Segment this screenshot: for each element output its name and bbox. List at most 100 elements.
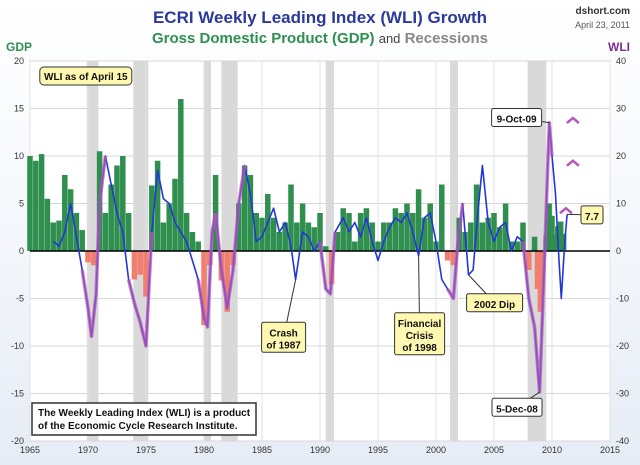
annotation-financial-crisis-1998-text: Crisis — [406, 331, 434, 342]
chart-title: ECRI Weekly Leading Index (WLI) Growth — [152, 8, 488, 27]
annotation-trough-2008-text: 5-Dec-08 — [496, 404, 538, 415]
gdp-bar-positive — [352, 241, 358, 251]
annotation-crash-1987-text: of 1987 — [266, 340, 301, 351]
gdp-bar-positive — [398, 213, 404, 251]
x-tick-label: 1975 — [136, 445, 156, 455]
gdp-bar-positive — [404, 203, 410, 251]
gdp-bar-positive — [514, 241, 520, 251]
x-tick-label: 2000 — [426, 445, 446, 455]
caret-marker — [566, 116, 580, 124]
gdp-bar-positive — [508, 241, 515, 251]
gdp-bar-positive — [468, 222, 474, 251]
x-tick-label: 1970 — [78, 445, 98, 455]
left-tick-label: -5 — [16, 294, 24, 304]
caret-marker — [559, 206, 573, 215]
gdp-bar-negative — [143, 251, 149, 297]
gdp-bar-positive — [154, 160, 161, 251]
gdp-bar-positive — [259, 217, 265, 251]
subtitle-recessions: Recessions — [404, 30, 488, 47]
x-tick-label: 2010 — [542, 445, 562, 455]
annotation-latest-value: 7.7 — [567, 205, 604, 225]
gdp-bar-positive — [473, 184, 480, 251]
gdp-bar-negative — [537, 251, 544, 312]
gdp-bar-positive — [79, 230, 85, 251]
annotation-peak-2009-text: 9-Oct-09 — [497, 115, 537, 126]
annotation-trough-2008-box — [491, 397, 543, 417]
annotation-peak-2009-box — [491, 108, 543, 127]
gdp-bar-positive — [241, 165, 248, 251]
left-tick-label: -15 — [11, 389, 24, 399]
gdp-bar-positive — [270, 217, 277, 251]
annotation-financial-crisis-1998-text: Financial — [398, 319, 442, 330]
gdp-bar-positive — [531, 236, 538, 251]
gdp-bar-positive — [549, 215, 555, 251]
left-tick-label: 10 — [14, 151, 24, 161]
wli-recession-segment — [196, 212, 218, 329]
gdp-bar-positive — [552, 234, 558, 251]
gdp-bar-positive — [369, 222, 375, 251]
gdp-bar-positive — [62, 175, 68, 251]
gdp-bar-positive — [247, 175, 254, 251]
gdp-bar-positive — [38, 154, 45, 251]
gdp-bar-positive — [195, 241, 201, 251]
gdp-bar-positive — [334, 232, 341, 251]
wli-recession-segment — [318, 231, 337, 296]
gdp-bar-positive — [56, 220, 62, 251]
ecri-note-text: of the Economic Cycle Research Institute… — [38, 421, 238, 432]
gdp-bar-positive — [323, 246, 329, 251]
annotation-latest-value-text: 7.7 — [585, 212, 599, 223]
wli-as-of-text: WLI as of April 15 — [44, 72, 128, 83]
ecri-note-box — [31, 402, 257, 436]
gdp-bar-negative — [85, 251, 91, 263]
gdp-bar-positive — [27, 156, 33, 251]
x-tick-label: 1995 — [368, 445, 388, 455]
site-credit: dshort.com — [575, 6, 630, 17]
gdp-bar-positive — [421, 217, 428, 251]
left-tick-label: -20 — [11, 436, 24, 446]
chart-date: April 23, 2011 — [575, 20, 630, 30]
gdp-bar-positive — [276, 232, 283, 251]
gdp-bar-positive — [253, 213, 259, 251]
gdp-bar-positive — [386, 222, 393, 251]
gdp-bar-negative — [534, 251, 541, 289]
gdp-bar-positive — [439, 184, 445, 251]
x-tick-label: 2005 — [484, 445, 504, 455]
subtitle-and: and — [378, 31, 401, 46]
gdp-bar-negative — [526, 251, 532, 270]
gdp-bar-positive — [375, 241, 381, 251]
gdp-bar-negative — [201, 251, 207, 326]
right-tick-label: 0 — [616, 246, 621, 256]
annotation-financial-crisis-1998-text: of 1998 — [402, 343, 437, 354]
gdp-bar-positive — [479, 222, 486, 251]
gdp-bar-positive — [73, 213, 80, 251]
gdp-bar-positive — [149, 185, 155, 251]
gdp-bar-positive — [183, 213, 190, 251]
left-tick-label: 0 — [19, 246, 24, 256]
gdp-bar-negative — [137, 251, 143, 275]
gdp-bar-positive — [502, 203, 509, 251]
gdp-bar-positive — [178, 99, 184, 251]
wli-as-of-box — [39, 66, 133, 86]
ecri-note: The Weekly Leading Index (WLI) is a prod… — [31, 402, 257, 436]
gdp-bar-positive — [363, 208, 370, 251]
x-tick-label: 1990 — [310, 445, 330, 455]
gdp-bar-positive — [189, 232, 196, 251]
annotation-2002-dip-box — [466, 293, 524, 313]
right-tick-label: 20 — [616, 151, 626, 161]
gdp-bar-positive — [560, 233, 567, 251]
wli-recession-segment — [80, 155, 108, 339]
gdp-bar-negative — [224, 251, 230, 312]
ecri-note-text: The Weekly Leading Index (WLI) is a prod… — [38, 408, 251, 419]
gdp-bar-positive — [160, 222, 167, 251]
gdp-bar-positive — [491, 213, 497, 251]
gdp-bar-positive — [50, 222, 56, 251]
annotation-crash-1987-box — [261, 321, 307, 353]
right-tick-label: 30 — [616, 104, 626, 114]
left-tick-label: 15 — [14, 104, 24, 114]
right-tick-label: 40 — [616, 56, 626, 66]
caret-marker — [566, 159, 580, 167]
gdp-bar-positive — [44, 198, 51, 251]
annotation-trough-2008: 5-Dec-08 — [491, 391, 543, 417]
